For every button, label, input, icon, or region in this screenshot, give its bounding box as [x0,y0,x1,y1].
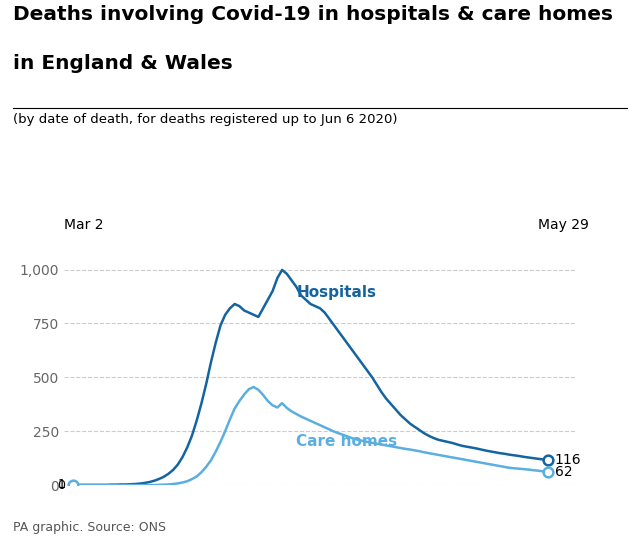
Text: 62: 62 [555,465,572,479]
Text: in England & Wales: in England & Wales [13,54,232,73]
Text: Care homes: Care homes [296,434,397,450]
Text: PA graphic. Source: ONS: PA graphic. Source: ONS [13,521,166,534]
Text: May 29: May 29 [538,218,589,232]
Text: Deaths involving Covid-19 in hospitals & care homes: Deaths involving Covid-19 in hospitals &… [13,5,613,24]
Text: Hospitals: Hospitals [296,285,376,300]
Text: Mar 2: Mar 2 [64,218,104,232]
Text: 0: 0 [58,479,65,492]
Text: 116: 116 [555,453,581,467]
Text: (by date of death, for deaths registered up to Jun 6 2020): (by date of death, for deaths registered… [13,113,397,126]
Text: 1: 1 [58,479,65,492]
